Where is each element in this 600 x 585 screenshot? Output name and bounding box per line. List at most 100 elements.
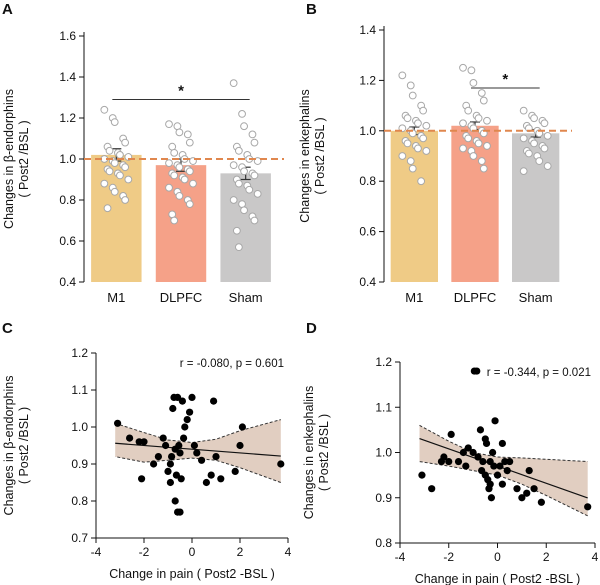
y-axis-title-line-1: Changes in enkephalins: [302, 386, 316, 519]
data-point: [428, 485, 436, 493]
panel-a: 0.4 0.6 0.8 1.0 1.2 1.4 1.6 M1 DLPFC Sham * A Change…: [2, 1, 284, 305]
category-label: M1: [107, 290, 125, 305]
data-point: [474, 453, 482, 461]
y-tick-label: 0.6: [359, 225, 376, 239]
y-tick-label: 1.0: [359, 124, 376, 138]
data-point: [479, 96, 488, 105]
data-point: [462, 462, 470, 470]
data-point: [498, 439, 506, 448]
data-point: [175, 128, 184, 137]
y-tick-label: 0.4: [59, 275, 76, 289]
category-label: DLPFC: [160, 290, 203, 305]
category-label: Sham: [229, 290, 263, 305]
data-point: [154, 453, 162, 461]
confidence-lower: [115, 456, 281, 483]
category-label: M1: [405, 290, 423, 305]
data-point: [229, 161, 238, 170]
data-point: [467, 66, 476, 75]
data-point: [414, 144, 422, 153]
y-tick-label: 1.0: [71, 420, 88, 434]
data-point: [250, 171, 259, 180]
data-point: [105, 146, 114, 155]
data-point: [398, 71, 407, 80]
data-point: [232, 226, 241, 235]
data-point: [229, 196, 238, 204]
y-tick-label: 1.4: [59, 70, 76, 84]
data-point: [116, 151, 124, 159]
bar-sham: [220, 173, 271, 282]
y-tick-label: 1.6: [59, 29, 76, 43]
y-tick-label: 1.2: [359, 73, 376, 87]
confidence-band: [419, 425, 588, 516]
data-point: [105, 167, 114, 176]
panel-b: 0.4 0.6 0.8 1.0 1.2 1.4 M1 DLPFC Sham * B Changes i…: [298, 1, 572, 305]
confidence-lower: [419, 461, 588, 517]
data-point: [498, 480, 506, 488]
data-point: [440, 453, 448, 461]
y-tick-label: 1.1: [375, 400, 392, 414]
y-axis-title: Changes in enkephalins( Post2 /BSL ): [302, 386, 331, 519]
data-point: [459, 144, 467, 153]
y-tick-label: 0.8: [59, 193, 76, 207]
data-point: [103, 204, 112, 213]
data-point: [170, 216, 179, 225]
data-point: [185, 200, 194, 209]
y-tick-label: 0.9: [71, 457, 88, 471]
y-tick-label: 0.8: [359, 174, 376, 188]
data-point: [486, 480, 494, 488]
data-point: [169, 404, 177, 413]
data-point: [459, 119, 467, 128]
data-point: [124, 175, 133, 184]
data-point: [476, 426, 485, 434]
bar-dlpfc: [451, 125, 499, 282]
data-point: [181, 423, 189, 431]
data-point: [406, 81, 415, 90]
x-axis-title: Change in pain ( Post2 -BSL ): [415, 572, 581, 585]
y-tick-label: 1.4: [359, 23, 376, 37]
data-point: [530, 114, 538, 123]
y-axis-title-line-1: Changes in β-endorphins: [2, 89, 16, 229]
data-point: [159, 434, 167, 442]
data-point: [176, 449, 184, 457]
data-point: [419, 106, 428, 115]
data-point: [180, 434, 188, 442]
data-point: [523, 489, 531, 497]
data-point: [248, 130, 257, 139]
data-point: [419, 134, 428, 143]
data-point: [406, 157, 415, 165]
data-point: [166, 460, 174, 468]
data-point: [177, 475, 185, 483]
y-tick-label: 0.8: [375, 536, 392, 550]
data-point: [464, 134, 473, 143]
panel-label: B: [306, 1, 317, 18]
data-point: [162, 441, 170, 450]
y-axis-title: Changes in β-endorphins( Post2 /BSL ): [2, 376, 31, 516]
data-point: [459, 63, 467, 72]
x-tick-label: 0: [494, 550, 501, 564]
y-axis-title: Changes in β-endorphins( Post2 /BSL ): [2, 89, 31, 229]
data-point: [473, 367, 481, 375]
data-point: [165, 183, 173, 192]
data-point: [183, 416, 191, 424]
data-point: [464, 444, 472, 452]
data-point: [189, 179, 197, 188]
data-point: [114, 419, 122, 427]
data-point: [126, 434, 134, 442]
data-point: [188, 393, 196, 401]
data-point: [150, 460, 158, 468]
data-point: [116, 171, 124, 180]
data-point: [250, 138, 259, 147]
bar-dlpfc: [155, 165, 207, 282]
significance-star: *: [178, 83, 184, 100]
data-point: [186, 408, 194, 416]
y-tick-label: 1.2: [71, 346, 88, 360]
data-point: [479, 457, 487, 466]
data-point: [584, 503, 592, 511]
data-point: [469, 79, 478, 87]
data-point: [164, 467, 172, 475]
data-point: [477, 157, 486, 165]
data-point: [422, 121, 431, 130]
data-point: [537, 498, 545, 506]
confidence-upper: [115, 419, 281, 444]
data-point: [513, 485, 521, 493]
